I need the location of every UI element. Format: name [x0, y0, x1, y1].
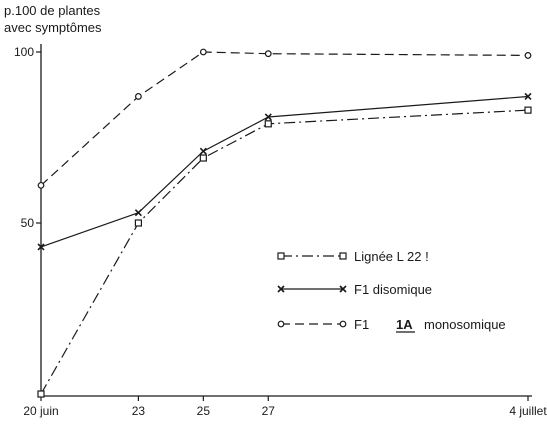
- legend-marker-end-2: [339, 320, 347, 328]
- legend-label-1: F1 disomique: [354, 282, 432, 297]
- data-point-0-2: [199, 154, 207, 162]
- data-point-2-4: [524, 52, 532, 59]
- data-point-2-1: [134, 93, 142, 100]
- data-point-1-2: [199, 147, 207, 155]
- legend-marker-start-2: [277, 320, 285, 328]
- x-tick-label-4: 4 juillet: [509, 404, 547, 418]
- data-point-1-1: [134, 209, 142, 217]
- data-point-2-2: [199, 48, 207, 56]
- data-point-0-1: [134, 219, 142, 227]
- legend-suffix-2: monosomique: [424, 317, 506, 332]
- y-tick-label-100: 100: [14, 45, 34, 59]
- data-point-0-0: [37, 390, 45, 398]
- data-point-2-3: [264, 50, 272, 58]
- data-point-2-0: [37, 181, 45, 189]
- x-tick-label-1: 23: [132, 404, 146, 418]
- x-tick-label-2: 25: [197, 404, 211, 418]
- data-point-0-4: [524, 106, 532, 114]
- y-tick-label-50: 50: [21, 216, 35, 230]
- legend-extra-2: 1A: [396, 317, 413, 332]
- series-line-0: [40, 109, 529, 395]
- legend-label-0: Lignée L 22 !: [354, 249, 429, 264]
- data-point-1-0: [37, 243, 45, 251]
- legend-marker-end-1: [339, 285, 347, 293]
- data-point-1-3: [264, 113, 272, 121]
- legend-marker-start-0: [277, 252, 285, 260]
- y-axis-label-line-2: avec symptômes: [4, 20, 102, 35]
- series-line-2: [40, 51, 529, 186]
- x-tick-label-3: 27: [262, 404, 276, 418]
- data-point-1-4: [524, 92, 532, 101]
- legend-label-2: F1: [354, 317, 369, 332]
- data-point-0-3: [264, 120, 272, 128]
- x-tick-label-0: 20 juin: [23, 404, 58, 418]
- legend-marker-end-0: [339, 252, 347, 260]
- y-axis-label-line-1: p.100 de plantes: [4, 3, 101, 18]
- legend-marker-start-1: [277, 285, 285, 293]
